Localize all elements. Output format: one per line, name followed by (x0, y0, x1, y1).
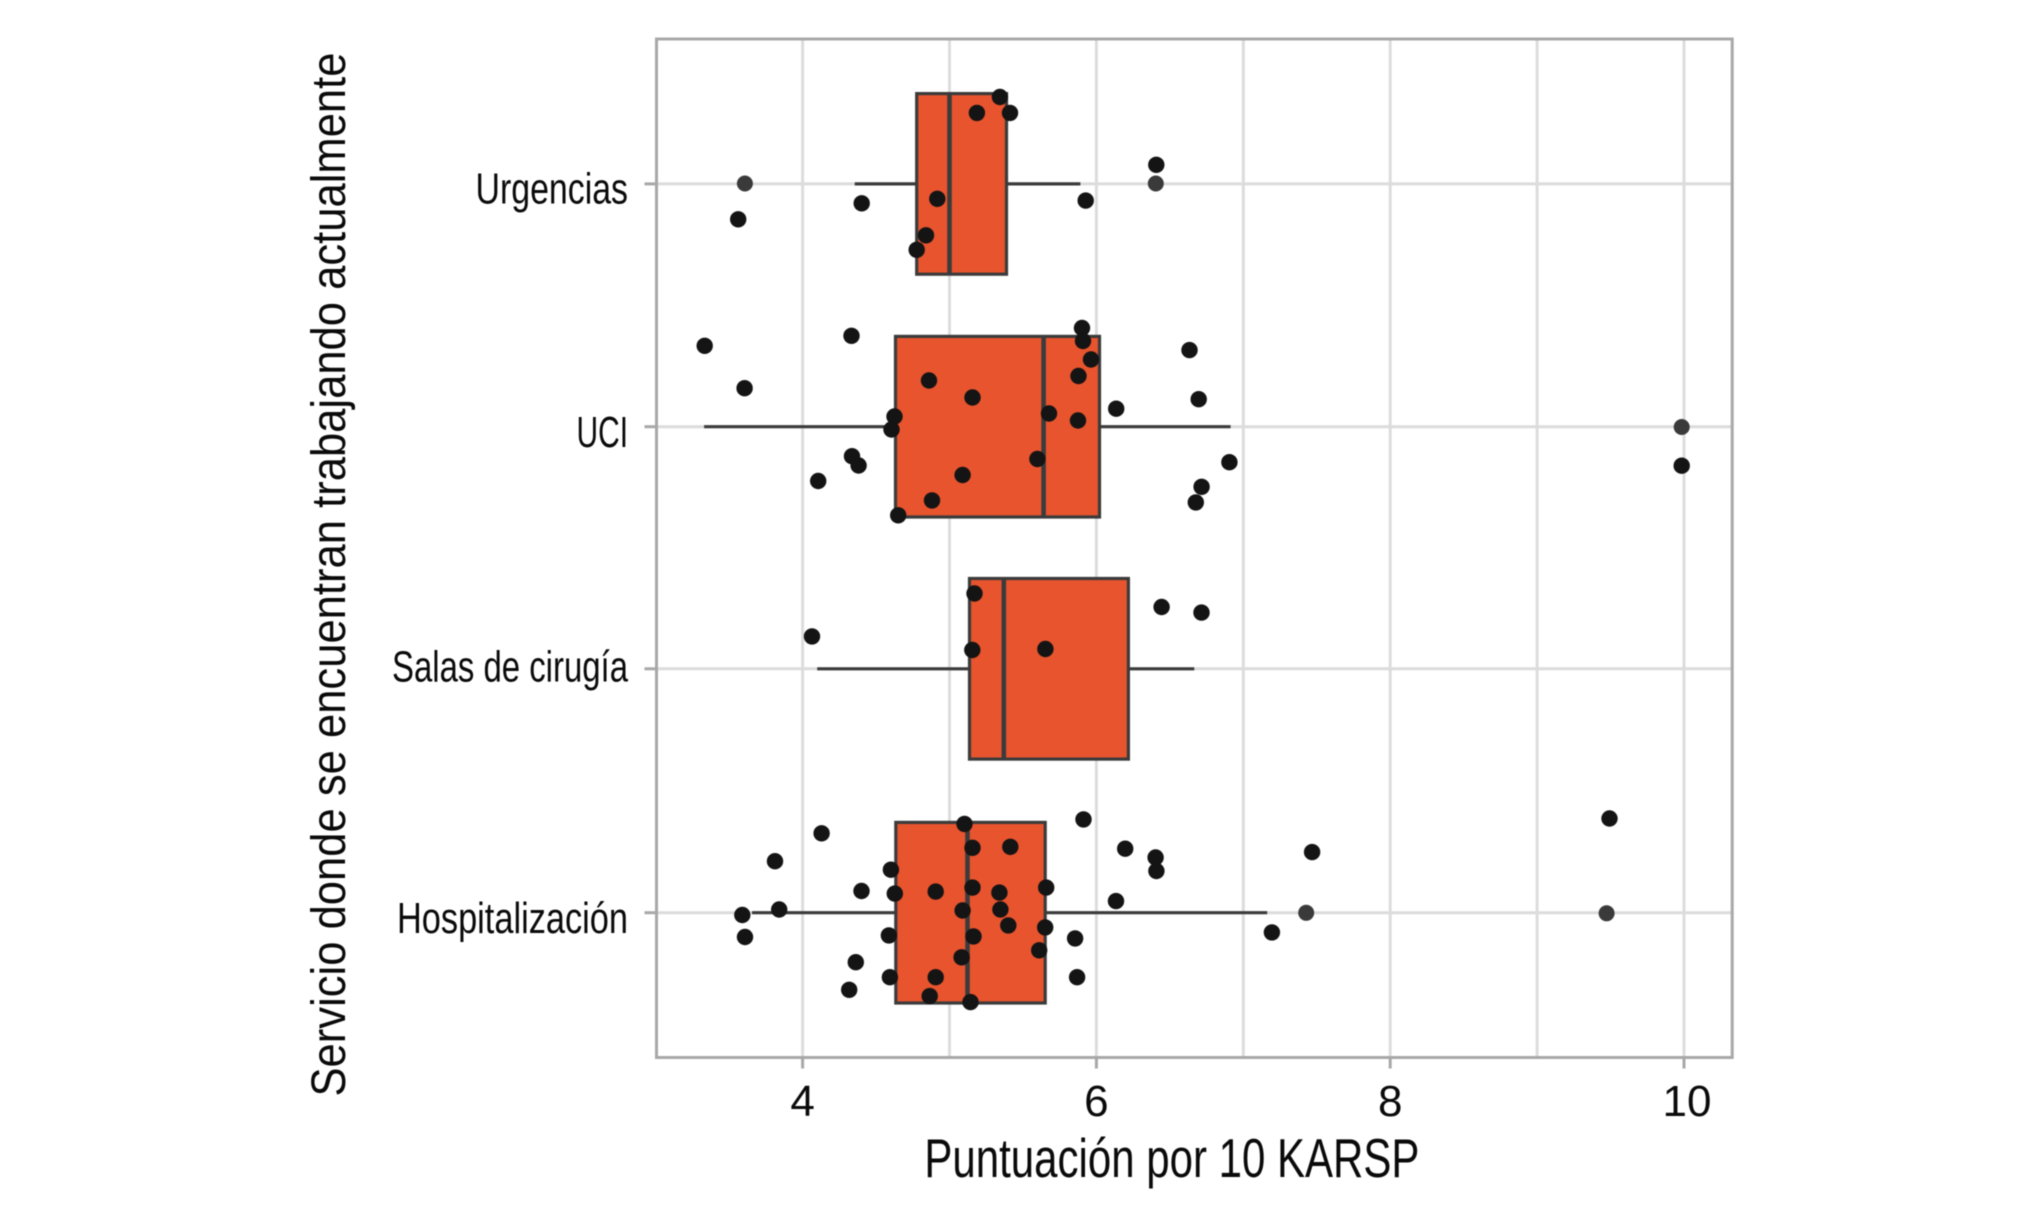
svg-text:UCI: UCI (577, 408, 629, 457)
svg-text:10: 10 (1663, 1077, 1712, 1126)
svg-text:Puntuación por 10 KARSP: Puntuación por 10 KARSP (924, 1127, 1419, 1189)
svg-text:8: 8 (1378, 1077, 1402, 1126)
svg-text:Hospitalización: Hospitalización (397, 894, 628, 943)
svg-text:Salas de cirugía: Salas de cirugía (392, 642, 628, 691)
svg-text:Servicio donde se encuentran t: Servicio donde se encuentran trabajando … (303, 53, 356, 1097)
svg-text:Urgencias: Urgencias (476, 165, 629, 214)
svg-text:6: 6 (1084, 1077, 1108, 1126)
svg-text:4: 4 (790, 1077, 814, 1126)
